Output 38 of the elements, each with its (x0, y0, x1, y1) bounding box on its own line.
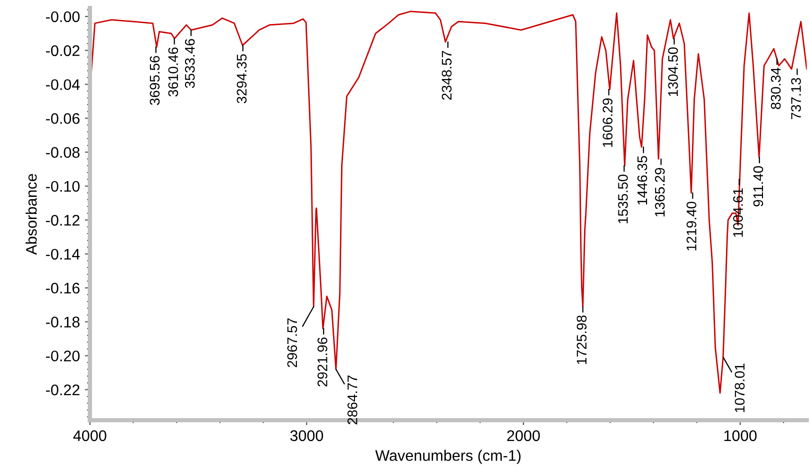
annotation: 3294.35 (236, 54, 247, 104)
y-tick-label: -0.18 (46, 316, 80, 328)
y-tick-label: -0.00 (46, 11, 80, 22)
y-tick-label: -0.10 (46, 180, 80, 192)
annotation: 1304.50 (668, 47, 678, 96)
annotation: 1446.35 (637, 156, 648, 205)
annotation: 737.13 (791, 78, 801, 120)
y-tick-label: -0.14 (46, 248, 80, 260)
y-tick-label: -0.06 (46, 113, 80, 124)
annotation: 2348.57 (442, 50, 452, 100)
x-tick-label: 1000 (724, 430, 757, 442)
y-tick-label: -0.04 (46, 79, 80, 90)
annotation: 2921.96 (317, 338, 328, 386)
x-axis-title: Wavenumbers (cm-1) (375, 450, 521, 464)
y-tick-label: -0.20 (46, 350, 80, 362)
annotation: 3610.46 (168, 47, 178, 97)
annotation: 3533.46 (184, 38, 195, 88)
annotation: 1078.01 (734, 364, 745, 412)
annotation: 2864.77 (347, 376, 358, 424)
annotation: 1365.29 (654, 168, 665, 216)
y-tick-label: -0.12 (46, 214, 80, 226)
x-tick-label: 3000 (290, 430, 324, 442)
annotation: 1004.61 (733, 188, 743, 237)
annotation: 1219.40 (686, 202, 696, 250)
y-tick-label: -0.22 (46, 384, 80, 396)
y-tick-label: -0.08 (46, 147, 80, 158)
x-tick-label: 2000 (507, 430, 540, 442)
x-tick-label: 4000 (73, 430, 106, 442)
y-axis-title: Absorbance (26, 174, 37, 255)
annotation: 911.40 (753, 166, 764, 206)
annotation: 1725.98 (576, 315, 587, 364)
annotation: 1606.29 (602, 98, 613, 147)
annotation: 830.34 (770, 68, 781, 110)
y-tick-label: -0.16 (46, 282, 80, 294)
annotation: 3695.56 (150, 56, 160, 106)
annotation: 1535.50 (618, 174, 628, 224)
annotation: 2967.57 (287, 318, 298, 368)
y-tick-label: -0.02 (46, 45, 80, 56)
